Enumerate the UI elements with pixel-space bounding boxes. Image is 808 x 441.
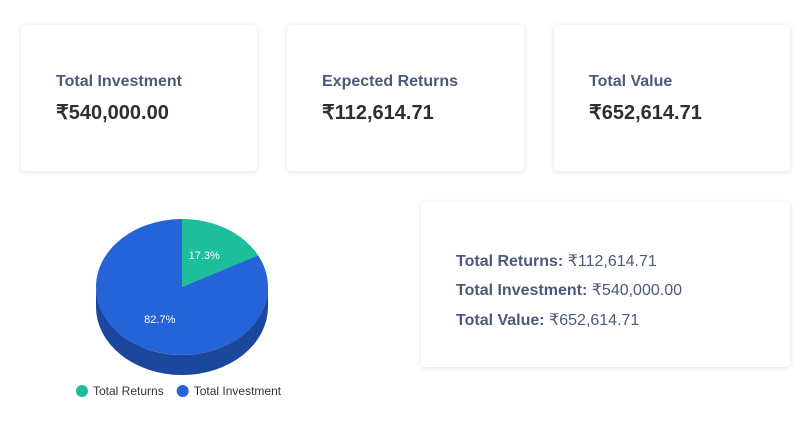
summary-card: Total Returns: ₹112,614.71 Total Investm… [421,202,790,367]
legend-label-0: Total Returns [93,384,164,398]
total-investment-card: Total Investment ₹540,000.00 [21,25,257,171]
summary-value-value: ₹652,614.71 [549,312,640,329]
summary-returns-value: ₹112,614.71 [567,253,657,270]
summary-returns-label: Total Returns: [456,253,564,270]
expected-returns-label: Expected Returns [322,73,459,90]
summary-value-row: Total Value: ₹652,614.71 [456,310,639,330]
summary-returns-row: Total Returns: ₹112,614.71 [456,251,657,271]
summary-investment-value: ₹540,000.00 [591,282,682,299]
total-value-card: Total Value ₹652,614.71 [554,25,790,171]
summary-investment-label: Total Investment: [456,282,588,299]
pie-slice-side-1 [96,287,268,375]
summary-value-label: Total Value: [456,312,545,329]
legend-marker-0 [76,385,88,397]
summary-investment-row: Total Investment: ₹540,000.00 [456,280,682,300]
total-value-value: ₹652,614.71 [589,102,702,124]
legend-label-1: Total Investment [194,384,282,398]
pie-slice-0[interactable] [182,219,259,287]
pie-slice-label-1: 82.7% [144,314,175,326]
pie-slice-label-0: 17.3% [189,250,220,262]
total-investment-label: Total Investment [56,73,182,90]
expected-returns-value: ₹112,614.71 [322,102,434,124]
expected-returns-card: Expected Returns ₹112,614.71 [287,25,524,171]
investment-pie-chart: 17.3% 82.7% Total Returns Total Investment [76,219,282,398]
pie-slice-1[interactable] [95,219,268,355]
legend-marker-1 [176,385,189,397]
total-investment-value: ₹540,000.00 [56,102,169,124]
total-value-label: Total Value [589,73,673,90]
